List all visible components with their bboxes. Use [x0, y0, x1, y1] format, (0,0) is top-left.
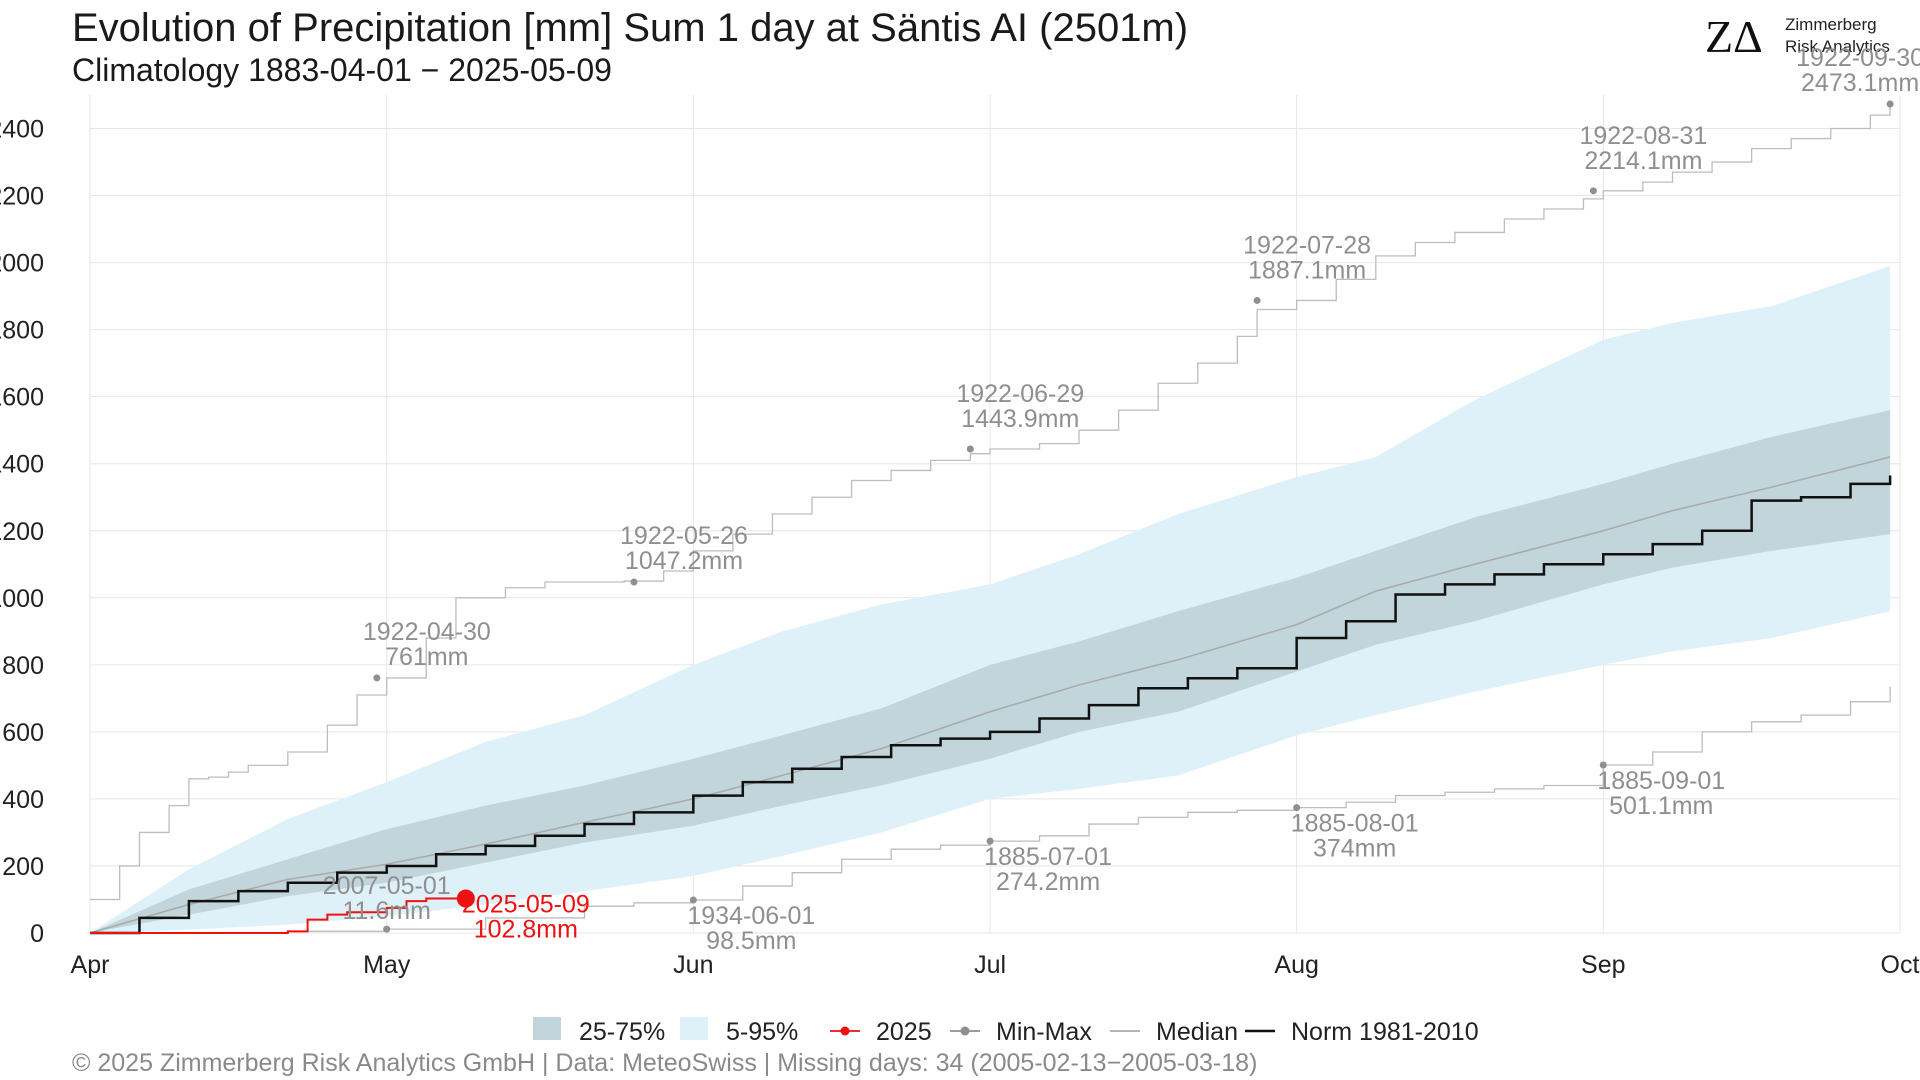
annotation-date: 1922-05-26 [620, 522, 748, 550]
y-tick-label: 2400 [0, 116, 44, 144]
y-tick-label: 1000 [0, 585, 44, 613]
y-tick-label: 800 [2, 652, 44, 680]
annotation-date: 2025-05-09 [462, 891, 590, 919]
logo-line1: Zimmerberg [1785, 15, 1877, 34]
logo-line2: Risk Analytics [1785, 37, 1890, 56]
legend-item: 5-95% [680, 1017, 798, 1040]
y-tick-label: 1200 [0, 518, 44, 546]
precipitation-chart: 0 200 400 600 800 1000 1200 1400 1600 1800 2000 220… [0, 44, 1920, 1040]
series-line-Norm 1981-2010 [90, 475, 1892, 935]
zimmerberg-logo: ZΔ Zimmerberg Risk Analytics [1705, 11, 1890, 60]
legend-label: 25-75% [579, 1018, 665, 1040]
x-tick-label: Jun [673, 951, 713, 979]
legend-label: Norm 1981-2010 [1291, 1018, 1479, 1040]
y-tick-label: 200 [2, 853, 44, 881]
axis-layer: 0 200 400 600 800 1000 1200 1400 1600 1800 2000 220… [0, 116, 1919, 979]
x-tick-label: Sep [1581, 951, 1625, 979]
y-tick-label: 1600 [0, 384, 44, 412]
band-layer [90, 265, 1891, 933]
x-tick-label: Aug [1274, 951, 1318, 979]
annotation-date: 1934-06-01 [687, 902, 815, 930]
minmax-point [1599, 761, 1607, 769]
legend-item: Median [1110, 1018, 1238, 1040]
annotation-value: 1443.9mm [961, 405, 1079, 433]
annotation-value: 11.6mm [342, 897, 430, 925]
x-tick-label: May [363, 951, 411, 979]
logo-mark: ZΔ [1705, 11, 1763, 60]
annotation-date: 1922-06-29 [956, 380, 1084, 408]
annotation-value: 374mm [1313, 835, 1396, 863]
annotation-value: 2214.1mm [1584, 147, 1702, 175]
legend: 25-75% 5-95% 2025 Min-Max Median Norm 1981-20… [533, 1017, 1479, 1040]
band-25-75% [90, 410, 1891, 933]
minmax-point [1886, 100, 1894, 108]
legend-item: Min-Max [950, 1018, 1092, 1040]
y-tick-label: 1800 [0, 317, 44, 345]
annotation-value: 98.5mm [706, 927, 796, 955]
legend-item: 25-75% [533, 1017, 665, 1040]
legend-swatch [680, 1017, 708, 1040]
annotation-date: 1885-08-01 [1291, 810, 1419, 838]
annotation-date: 1922-09-30 [1796, 44, 1920, 72]
series-line-Min (1885/1934/2007) [90, 686, 1891, 934]
minmax-point [1253, 296, 1261, 304]
minmax-point [966, 445, 974, 453]
y-tick-label: 400 [2, 786, 44, 814]
legend-swatch [533, 1017, 561, 1040]
series-line-Max (1922) [90, 104, 1891, 901]
series-line-Median [89, 456, 1891, 934]
annotation-value: 1047.2mm [625, 547, 743, 575]
y-tick-label: 1400 [0, 451, 44, 479]
point-layer [373, 100, 1894, 933]
series-line-2025 [90, 897, 466, 934]
legend-label: Min-Max [996, 1018, 1092, 1040]
annotation-date: 1885-07-01 [984, 843, 1112, 871]
annotation-value: 2473.1mm [1801, 69, 1919, 97]
annotation-value: 501.1mm [1609, 792, 1713, 820]
minmax-point [986, 837, 994, 845]
minmax-point [1589, 187, 1597, 195]
minmax-point [630, 578, 638, 586]
footer-credits: © 2025 Zimmerberg Risk Analytics GmbH | … [72, 1049, 1258, 1077]
minmax-point [373, 674, 381, 682]
band-5-95% [90, 265, 1891, 933]
x-tick-label: Apr [71, 951, 110, 979]
legend-dot [960, 1026, 970, 1036]
y-tick-label: 0 [30, 920, 44, 948]
chart-title: Evolution of Precipitation [mm] Sum 1 da… [72, 6, 1189, 50]
y-tick-label: 2200 [0, 183, 44, 211]
legend-label: 5-95% [726, 1018, 798, 1040]
annotation-date: 1885-09-01 [1597, 767, 1725, 795]
annotation-value: 1887.1mm [1248, 256, 1366, 284]
line-layer [89, 104, 1892, 935]
minmax-point [689, 896, 697, 904]
annotation-date: 1922-07-28 [1243, 231, 1371, 259]
minmax-point [1293, 804, 1301, 812]
annotation-value: 102.8mm [474, 916, 578, 944]
legend-item: 2025 [830, 1018, 932, 1040]
annotation-value: 761mm [385, 643, 468, 671]
chart-subtitle: Climatology 1883-04-01 − 2025-05-09 [72, 52, 612, 88]
legend-label: Median [1156, 1018, 1238, 1040]
current-point [456, 889, 475, 908]
minmax-point [383, 925, 391, 933]
x-tick-label: Jul [974, 951, 1006, 979]
legend-label: 2025 [876, 1018, 932, 1040]
annotation-date: 1922-08-31 [1579, 122, 1707, 150]
y-tick-label: 600 [2, 719, 44, 747]
annotation-value: 274.2mm [996, 868, 1100, 896]
legend-dot [840, 1026, 850, 1036]
annotation-date: 2007-05-01 [323, 872, 451, 900]
y-tick-label: 2000 [0, 250, 44, 278]
x-tick-label: Oct [1881, 951, 1920, 979]
annotation-date: 1922-04-30 [363, 618, 491, 646]
legend-item: Norm 1981-2010 [1245, 1018, 1479, 1040]
